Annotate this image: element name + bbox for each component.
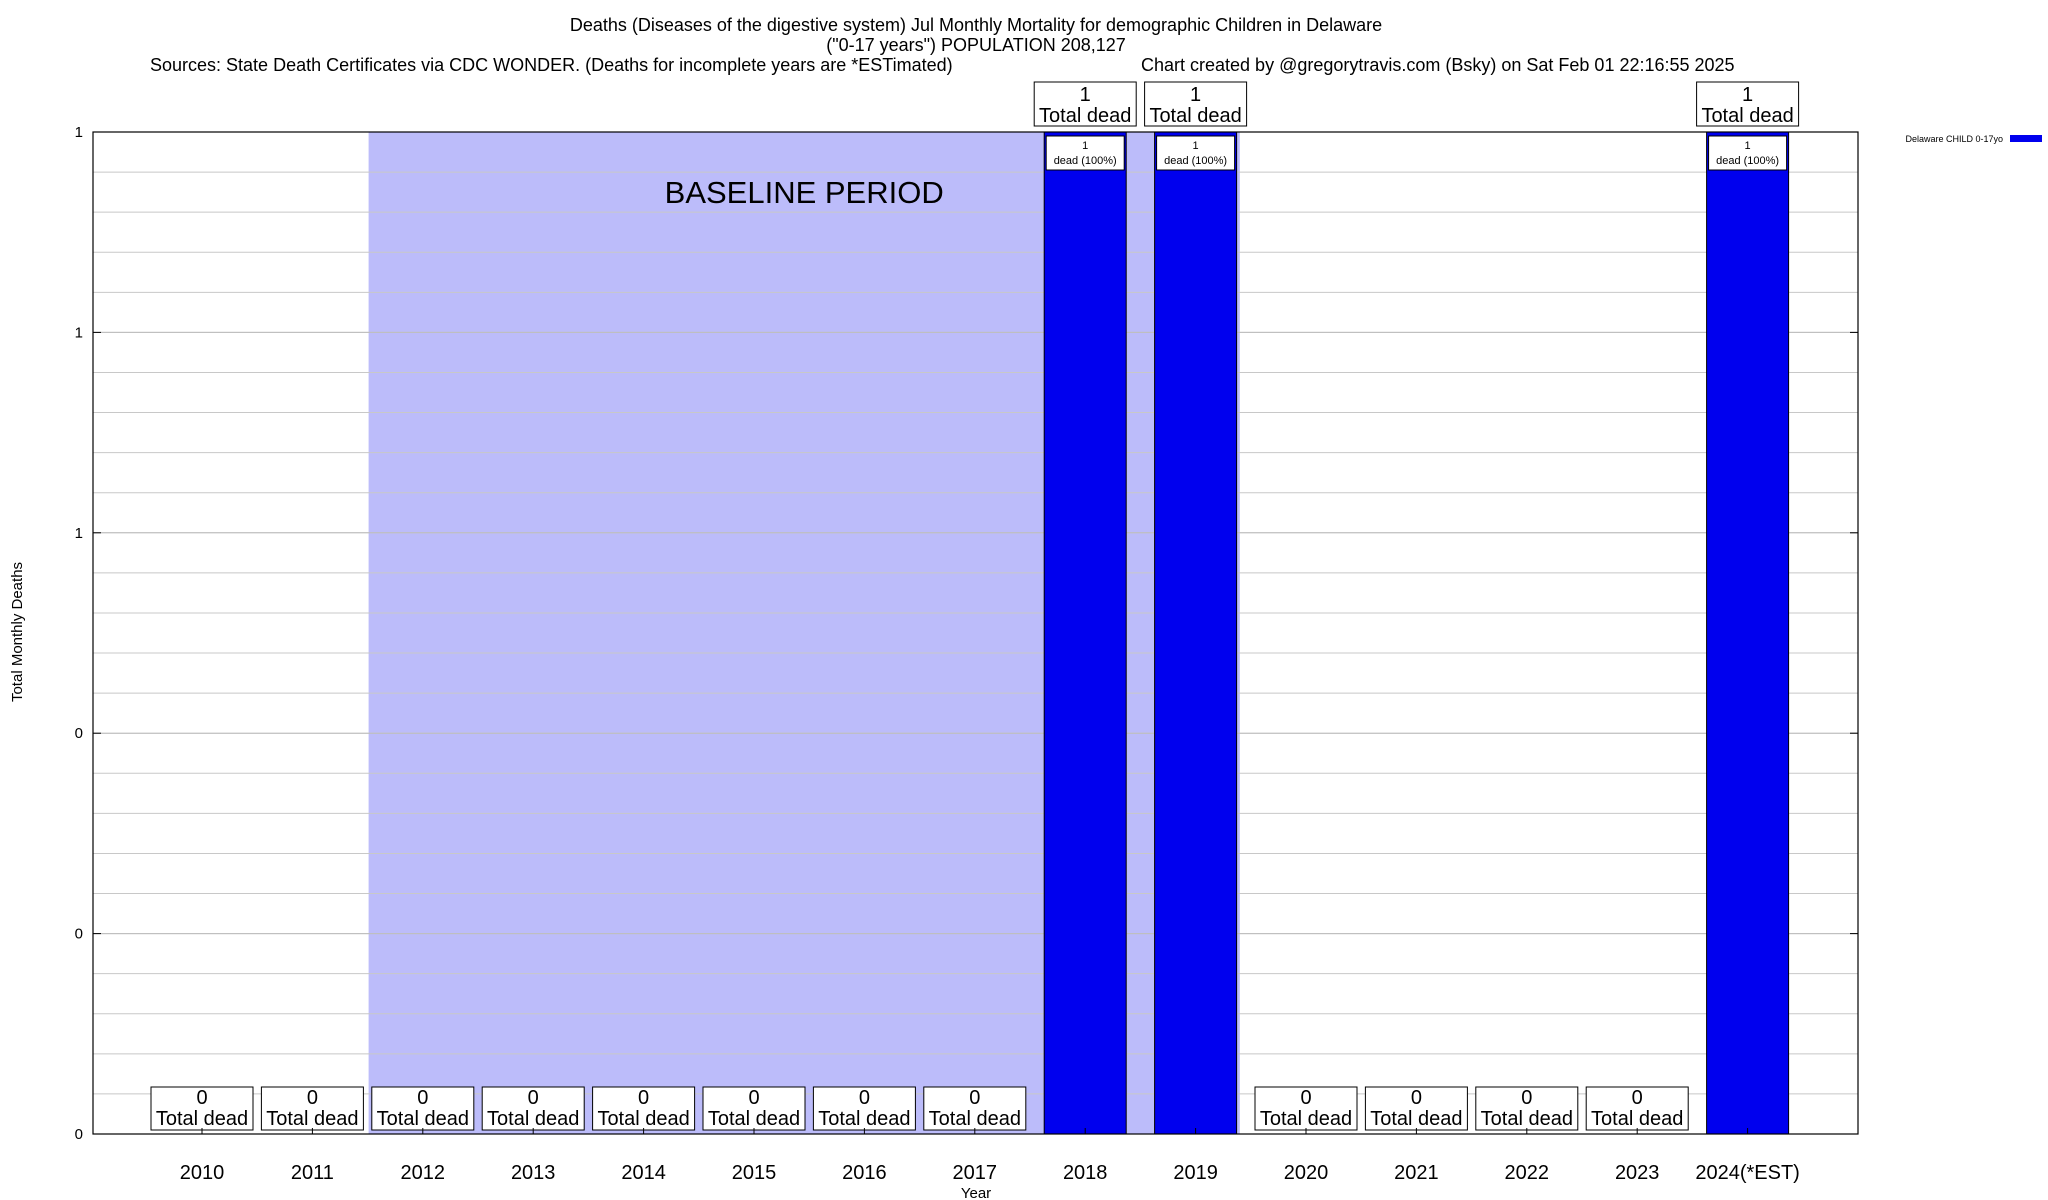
total-label-box — [592, 1086, 696, 1131]
total-label-text: Total dead — [377, 1108, 469, 1130]
total-label-box — [702, 1086, 806, 1131]
total-label-value: 0 — [1411, 1087, 1422, 1109]
x-tick-label: 2023 — [1615, 1162, 1660, 1184]
chart-subtitle: ("0-17 years") POPULATION 208,127 — [826, 35, 1126, 55]
x-axis-label: Year — [961, 1185, 991, 1200]
total-label-box — [260, 1086, 364, 1131]
total-label-text: Total dead — [1591, 1108, 1683, 1130]
total-label-value: 1 — [1190, 84, 1201, 106]
total-label-text: Total dead — [1370, 1108, 1462, 1130]
x-tick-label: 2016 — [842, 1162, 887, 1184]
x-tick-label: 2015 — [732, 1162, 777, 1184]
y-axis-label: Total Monthly Deaths — [9, 562, 26, 702]
y-tick-label: 0 — [75, 1126, 83, 1143]
bar — [1706, 131, 1790, 1135]
total-label-text: Total dead — [156, 1108, 248, 1130]
total-label-text: Total dead — [597, 1108, 689, 1130]
total-label-value: 0 — [196, 1087, 207, 1109]
bar-pct-count: 1 — [1193, 140, 1199, 152]
total-label-box — [1364, 1086, 1468, 1131]
y-tick-label: 0 — [75, 926, 83, 943]
total-label-value: 0 — [1521, 1087, 1532, 1109]
bar-pct-box — [1045, 135, 1125, 171]
total-label-value: 0 — [638, 1087, 649, 1109]
bar-pct-count: 1 — [1082, 140, 1088, 152]
x-tick-label: 2017 — [953, 1162, 998, 1184]
x-tick-label: 2024(*EST) — [1695, 1162, 1800, 1184]
y-tick-label: 0 — [75, 725, 83, 742]
total-label-value: 0 — [528, 1087, 539, 1109]
total-label-text: Total dead — [1481, 1108, 1573, 1130]
total-label-value: 1 — [1080, 84, 1091, 106]
x-tick-label: 2018 — [1063, 1162, 1108, 1184]
total-label-value: 0 — [1300, 1087, 1311, 1109]
total-label-value: 0 — [859, 1087, 870, 1109]
x-tick-label: 2011 — [291, 1162, 334, 1184]
total-label-value: 0 — [1632, 1087, 1643, 1109]
total-label-box — [1033, 81, 1137, 127]
total-label-text: Total dead — [929, 1108, 1021, 1130]
y-tick-label: 1 — [75, 525, 83, 542]
x-tick-label: 2013 — [511, 1162, 556, 1184]
total-label-value: 0 — [748, 1087, 759, 1109]
total-label-text: Total dead — [266, 1108, 358, 1130]
x-tick-label: 2010 — [180, 1162, 225, 1184]
chart-sources: Sources: State Death Certificates via CD… — [150, 55, 953, 75]
bar — [1043, 131, 1127, 1135]
chart-credit: Chart created by @gregorytravis.com (Bsk… — [1141, 55, 1735, 75]
x-tick-label: 2021 — [1394, 1162, 1439, 1184]
total-label-box — [1696, 81, 1800, 127]
baseline-label: BASELINE PERIOD — [665, 175, 944, 210]
x-tick-label: 2019 — [1173, 1162, 1218, 1184]
total-label-text: Total dead — [1149, 105, 1241, 127]
total-label-text: Total dead — [1701, 105, 1793, 127]
total-label-box — [1475, 1086, 1579, 1131]
total-label-value: 0 — [969, 1087, 980, 1109]
total-label-box — [481, 1086, 585, 1131]
bar — [1154, 131, 1238, 1135]
legend-label: Delaware CHILD 0-17yo — [1905, 134, 2003, 144]
x-tick-label: 2022 — [1505, 1162, 1550, 1184]
legend-swatch — [2010, 135, 2042, 142]
bar-pct-label: dead (100%) — [1164, 155, 1227, 167]
y-tick-label: 1 — [75, 124, 83, 141]
bar-pct-count: 1 — [1745, 140, 1751, 152]
x-tick-label: 2020 — [1284, 1162, 1329, 1184]
bar-pct-box — [1708, 135, 1788, 171]
total-label-text: Total dead — [1039, 105, 1131, 127]
total-label-text: Total dead — [708, 1108, 800, 1130]
total-label-box — [923, 1086, 1027, 1131]
total-label-text: Total dead — [487, 1108, 579, 1130]
total-label-box — [1144, 81, 1248, 127]
total-label-box — [812, 1086, 916, 1131]
total-label-value: 0 — [417, 1087, 428, 1109]
total-label-value: 0 — [307, 1087, 318, 1109]
y-tick-label: 1 — [75, 324, 83, 341]
total-label-box — [1254, 1086, 1358, 1131]
chart-title: Deaths (Diseases of the digestive system… — [570, 15, 1382, 35]
x-tick-label: 2014 — [621, 1162, 666, 1184]
bar-pct-label: dead (100%) — [1054, 155, 1117, 167]
total-label-text: Total dead — [1260, 1108, 1352, 1130]
total-label-value: 1 — [1742, 84, 1753, 106]
bar-pct-label: dead (100%) — [1716, 155, 1779, 167]
bar-pct-box — [1156, 135, 1236, 171]
plot-border — [92, 131, 1859, 1135]
total-label-box — [150, 1086, 254, 1131]
total-label-text: Total dead — [818, 1108, 910, 1130]
x-tick-label: 2012 — [401, 1162, 446, 1184]
